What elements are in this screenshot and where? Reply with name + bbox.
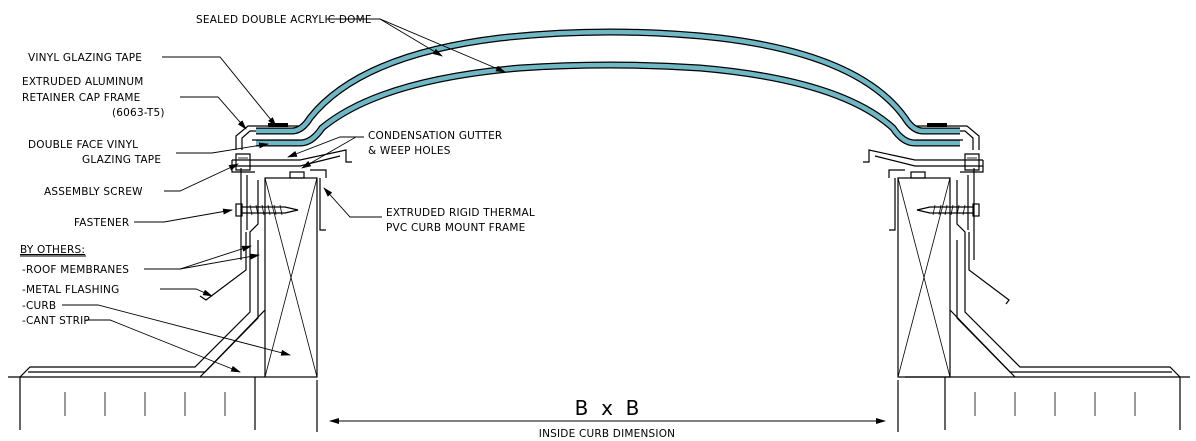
acrylic-dome (256, 28, 960, 147)
by-others-label: BY OTHERS: (20, 244, 85, 256)
right-curb (863, 123, 1181, 378)
dimension-label: B x B (575, 396, 640, 420)
retainer-label-1: EXTRUDED ALUMINUM (22, 76, 144, 88)
dome-label: SEALED DOUBLE ACRYLIC DOME (196, 14, 372, 26)
screw-label: ASSEMBLY SCREW (44, 186, 143, 198)
retainer-label-3: (6063-T5) (112, 107, 165, 119)
leader-lines (62, 18, 506, 373)
callout-labels: SEALED DOUBLE ACRYLIC DOME VINYL GLAZING… (20, 14, 675, 440)
dimension-caption: INSIDE CURB DIMENSION (539, 428, 675, 440)
double-tape-label-2: GLAZING TAPE (82, 154, 161, 166)
curb-frame-label-2: PVC CURB MOUNT FRAME (386, 222, 525, 234)
dimension-line (316, 380, 899, 432)
curb-frame-label-1: EXTRUDED RIGID THERMAL (386, 207, 535, 219)
gutter-label-1: CONDENSATION GUTTER (368, 130, 502, 142)
retainer-label-2: RETAINER CAP FRAME (22, 92, 141, 104)
double-tape-label-1: DOUBLE FACE VINYL (28, 139, 138, 151)
vinyl-tape-label: VINYL GLAZING TAPE (28, 52, 142, 64)
roof-deck (8, 376, 1190, 430)
metal-flashing-label: -METAL FLASHING (22, 284, 119, 296)
curb-label: -CURB (22, 300, 56, 312)
roof-membranes-label: -ROOF MEMBRANES (22, 264, 129, 276)
fastener-label: FASTENER (74, 217, 129, 229)
gutter-label-2: & WEEP HOLES (368, 145, 451, 157)
cant-strip-label: -CANT STRIP (22, 315, 90, 327)
